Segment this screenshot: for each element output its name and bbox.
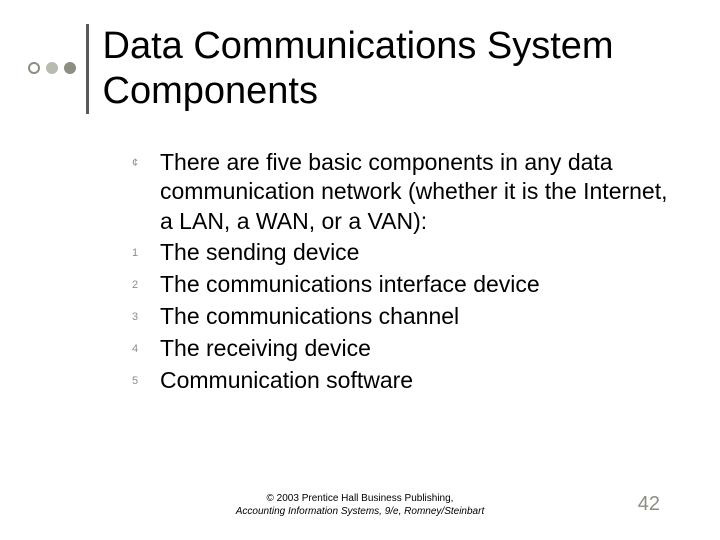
item-text: Communication software [160,366,413,395]
list-item: 1 The sending device [132,238,684,268]
item-number: 1 [132,238,160,268]
item-text: The receiving device [160,334,371,363]
content-area: ¢ There are five basic components in any… [132,148,684,398]
dot-icon [28,62,40,74]
item-number: 4 [132,334,160,364]
item-text: The communications channel [160,302,459,331]
footer-line: © 2003 Prentice Hall Business Publishing… [0,492,720,505]
footer-line: Accounting Information Systems, 9/e, Rom… [0,505,720,518]
footer: © 2003 Prentice Hall Business Publishing… [0,492,720,518]
item-text: The communications interface device [160,270,540,299]
slide: Data Communications System Components ¢ … [0,0,720,540]
list-item: 3 The communications channel [132,302,684,332]
item-text: The sending device [160,238,359,267]
list-item: 5 Communication software [132,366,684,396]
title-divider [86,24,89,114]
list-item: 2 The communications interface device [132,270,684,300]
page-number: 42 [638,493,660,516]
list-item: 4 The receiving device [132,334,684,364]
accent-dots [28,62,76,74]
item-number: 5 [132,366,160,396]
item-number: 3 [132,302,160,332]
intro-text: There are five basic components in any d… [160,148,684,236]
item-number: 2 [132,270,160,300]
bullet-icon: ¢ [132,148,160,178]
intro-row: ¢ There are five basic components in any… [132,148,684,236]
slide-title: Data Communications System Components [103,24,720,114]
header: Data Communications System Components [0,24,720,114]
dot-icon [46,62,58,74]
dot-icon [64,62,76,74]
